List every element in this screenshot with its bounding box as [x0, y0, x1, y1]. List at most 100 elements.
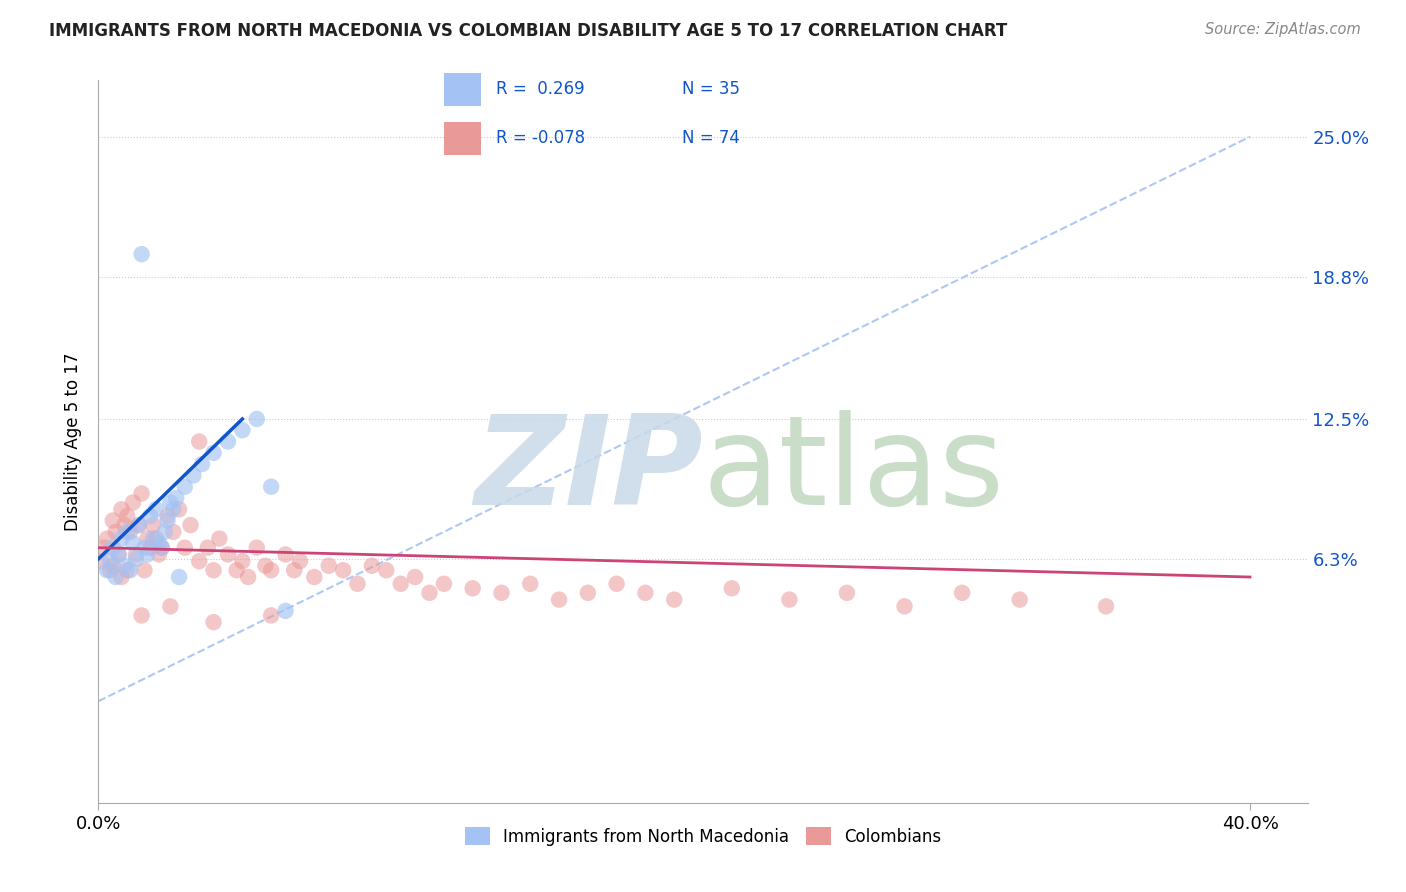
Point: [159, 599, 181, 614]
Point: [332, 563, 354, 577]
Point: [202, 446, 225, 460]
Point: [893, 599, 915, 614]
Point: [664, 592, 686, 607]
Point: [139, 541, 162, 555]
Point: [156, 514, 179, 528]
Point: [318, 558, 340, 573]
Point: [122, 536, 145, 550]
Point: [236, 570, 259, 584]
Point: [107, 548, 129, 562]
Point: [162, 524, 184, 539]
Point: [231, 423, 253, 437]
Point: [156, 509, 179, 524]
Point: [183, 468, 205, 483]
Point: [461, 582, 484, 596]
Point: [191, 457, 214, 471]
Point: [120, 524, 142, 539]
Y-axis label: Disability Age 5 to 17: Disability Age 5 to 17: [65, 352, 83, 531]
Point: [101, 541, 124, 555]
Point: [125, 552, 148, 566]
Point: [162, 502, 184, 516]
Point: [606, 576, 628, 591]
Point: [835, 586, 858, 600]
Point: [115, 509, 138, 524]
Point: [93, 541, 115, 555]
Point: [950, 586, 973, 600]
Point: [142, 518, 165, 533]
Point: [104, 570, 127, 584]
Point: [131, 486, 153, 500]
Point: [283, 563, 305, 577]
FancyBboxPatch shape: [444, 73, 481, 105]
Point: [208, 532, 231, 546]
Point: [288, 554, 311, 568]
Point: [150, 541, 173, 555]
Point: [167, 502, 190, 516]
Point: [148, 536, 170, 550]
Point: [1095, 599, 1118, 614]
Point: [389, 576, 412, 591]
Point: [131, 608, 153, 623]
Point: [128, 518, 150, 533]
Point: [180, 518, 202, 533]
Point: [131, 247, 153, 261]
Point: [110, 570, 132, 584]
Point: [142, 532, 165, 546]
Point: [778, 592, 800, 607]
Point: [254, 558, 277, 573]
Point: [150, 541, 173, 555]
Point: [98, 563, 121, 577]
Point: [304, 570, 326, 584]
Point: [139, 509, 162, 524]
Text: N = 74: N = 74: [682, 129, 740, 147]
Point: [433, 576, 456, 591]
Point: [120, 563, 142, 577]
Point: [246, 541, 269, 555]
Point: [96, 563, 118, 577]
Point: [548, 592, 571, 607]
Point: [134, 541, 156, 555]
Point: [225, 563, 247, 577]
Point: [96, 532, 118, 546]
Point: [104, 524, 127, 539]
Text: IMMIGRANTS FROM NORTH MACEDONIA VS COLOMBIAN DISABILITY AGE 5 TO 17 CORRELATION : IMMIGRANTS FROM NORTH MACEDONIA VS COLOM…: [49, 22, 1008, 40]
Point: [145, 502, 167, 516]
Point: [720, 582, 742, 596]
Point: [519, 576, 541, 591]
Point: [148, 548, 170, 562]
Point: [145, 532, 167, 546]
Point: [112, 558, 135, 573]
Point: [576, 586, 599, 600]
Point: [112, 518, 135, 533]
Point: [1008, 592, 1031, 607]
Point: [346, 576, 368, 591]
Point: [107, 548, 129, 562]
Point: [246, 412, 269, 426]
Text: N = 35: N = 35: [682, 80, 740, 98]
Point: [136, 532, 159, 546]
Point: [202, 615, 225, 630]
Text: Source: ZipAtlas.com: Source: ZipAtlas.com: [1205, 22, 1361, 37]
FancyBboxPatch shape: [444, 122, 481, 155]
Point: [634, 586, 657, 600]
Point: [260, 480, 283, 494]
Point: [418, 586, 440, 600]
Point: [173, 480, 195, 494]
Point: [274, 604, 297, 618]
Point: [136, 548, 159, 562]
Point: [202, 563, 225, 577]
Point: [115, 524, 138, 539]
Point: [188, 554, 211, 568]
Point: [101, 558, 124, 573]
Point: [375, 563, 398, 577]
Point: [122, 495, 145, 509]
Point: [159, 495, 181, 509]
Point: [125, 548, 148, 562]
Point: [217, 434, 239, 449]
Point: [115, 563, 138, 577]
Point: [167, 570, 190, 584]
Text: R =  0.269: R = 0.269: [496, 80, 585, 98]
Point: [128, 518, 150, 533]
Point: [134, 563, 156, 577]
Text: atlas: atlas: [703, 410, 1005, 531]
